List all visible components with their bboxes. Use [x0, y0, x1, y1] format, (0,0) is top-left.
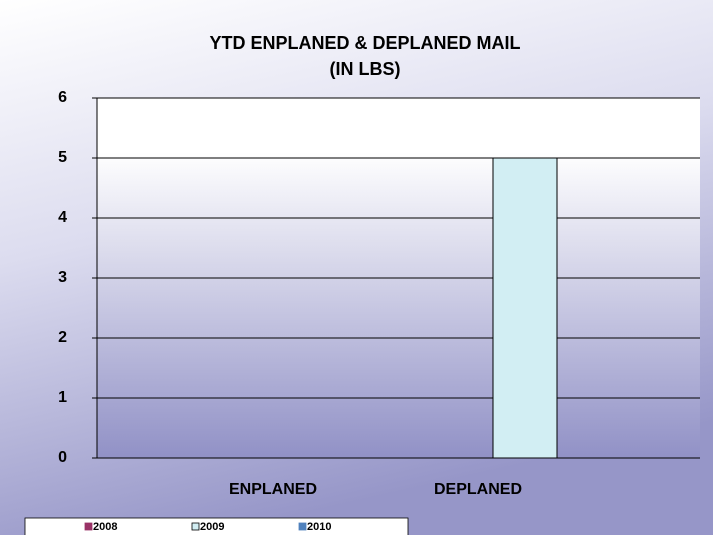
bar: [492, 157, 558, 459]
legend-label: 2009: [200, 521, 224, 533]
legend-label: 2008: [93, 521, 117, 533]
x-tick-label: DEPLANED: [434, 481, 522, 498]
chart-title: YTD ENPLANED & DEPLANED MAIL: [209, 33, 520, 53]
y-tick-label: 4: [58, 209, 67, 226]
y-tick-label: 6: [58, 89, 67, 106]
x-tick-label: ENPLANED: [229, 481, 317, 498]
legend-swatch: [191, 522, 200, 531]
y-tick-label: 3: [58, 269, 67, 286]
chart-subtitle: (IN LBS): [330, 59, 401, 79]
legend-label: 2010: [307, 521, 331, 533]
legend-box: [24, 517, 409, 535]
legend-swatch: [298, 522, 307, 531]
y-tick-label: 0: [58, 449, 67, 466]
y-tick-label: 5: [58, 149, 67, 166]
legend-swatch: [84, 522, 93, 531]
y-tick-label: 2: [58, 329, 67, 346]
y-tick-label: 1: [58, 389, 67, 406]
